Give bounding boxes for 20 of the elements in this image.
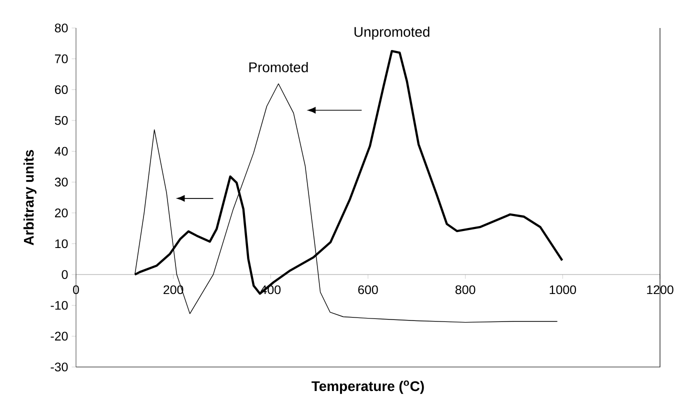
y-tick-label: 30 bbox=[54, 178, 68, 186]
x-tick-label: 600 bbox=[358, 285, 378, 294]
y-tick-label: -30 bbox=[50, 362, 68, 372]
y-tick-label: 70 bbox=[55, 54, 68, 64]
y-axis-title: Arbitrary units bbox=[23, 150, 36, 246]
y-tick-label: 60 bbox=[55, 85, 68, 94]
y-tick-label: 0 bbox=[62, 270, 68, 279]
y-tick-label: 40 bbox=[54, 146, 68, 156]
y-tick-label: -10 bbox=[50, 300, 68, 310]
y-tick-label: 10 bbox=[55, 239, 68, 248]
y-tick-label: 80 bbox=[54, 24, 68, 32]
y-tick-label: -20 bbox=[50, 332, 68, 341]
x-axis-title: Temperature ($^{o}$C) bbox=[312, 380, 424, 394]
y-tick-label: 20 bbox=[55, 208, 68, 218]
x-tick-label: 0 bbox=[73, 285, 79, 294]
x-tick-label: 1000 bbox=[550, 285, 576, 294]
y-tick-label: 50 bbox=[54, 116, 68, 125]
x-tick-label: 800 bbox=[455, 285, 476, 294]
series-label: Unpromoted bbox=[354, 26, 430, 40]
series-label: Promoted bbox=[249, 62, 308, 72]
